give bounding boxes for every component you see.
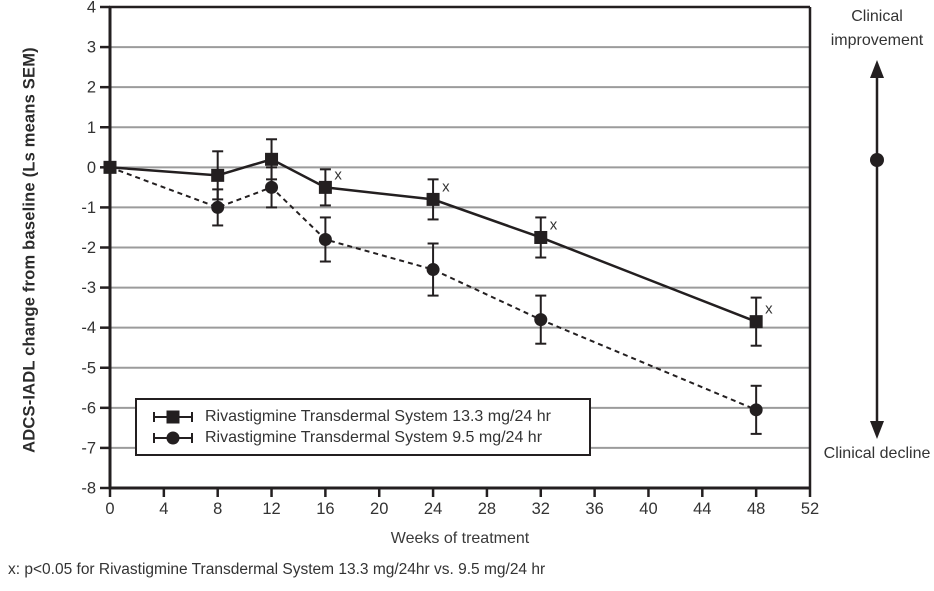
significance-label: x (442, 178, 450, 195)
square-marker (534, 230, 548, 244)
legend-label-13-3mg: Rivastigmine Transdermal System 13.3 mg/… (205, 407, 551, 425)
y-tick-label: -6 (81, 399, 96, 417)
significance-label: x (334, 166, 342, 183)
y-tick-label: -2 (81, 239, 96, 257)
x-tick-label: 28 (478, 500, 496, 518)
circle-marker (534, 313, 548, 327)
circle-marker (265, 180, 279, 194)
square-marker (211, 168, 225, 182)
axis-ticks (100, 5, 812, 497)
x-tick-label: 24 (424, 500, 442, 518)
significance-markers: x x x x (334, 166, 773, 317)
y-tick-label: -5 (81, 359, 96, 377)
x-axis-title: Weeks of treatment (390, 530, 530, 547)
clinical-improvement-label: Clinical improvement (830, 8, 924, 49)
y-tick-label: 0 (87, 159, 96, 177)
x-tick-label: 36 (585, 500, 603, 518)
y-tick-label: -7 (81, 439, 96, 457)
gridlines (110, 46, 810, 449)
legend: Rivastigmine Transdermal System 13.3 mg/… (135, 398, 591, 456)
legend-item-9-5mg: Rivastigmine Transdermal System 9.5 mg/2… (150, 429, 589, 447)
y-tick-label: -3 (81, 279, 96, 297)
y-tick-label: 4 (87, 0, 96, 17)
data-series (103, 138, 763, 435)
circle-marker (211, 200, 225, 214)
y-axis-title: ADCS-IADL change from baseline (Ls means… (20, 47, 39, 453)
y-tick-label: -8 (81, 480, 96, 498)
y-tick-label: -1 (81, 199, 96, 217)
x-tick-label: 12 (262, 500, 280, 518)
x-tick-label: 4 (159, 500, 168, 518)
footnote: x: p<0.05 for Rivastigmine Transdermal S… (8, 561, 546, 578)
clinical-scale-arrow (870, 60, 884, 439)
significance-label: x (550, 216, 558, 233)
square-marker (265, 152, 279, 166)
series-13-3mg (103, 138, 763, 347)
arrow-head-down (870, 421, 884, 439)
significance-label: x (765, 301, 773, 318)
clinical-decline-label: Clinical decline (823, 445, 931, 462)
circle-marker (749, 403, 763, 417)
x-tick-label: 52 (801, 500, 819, 518)
x-tick-label: 20 (370, 500, 388, 518)
arrow-midpoint-dot (870, 153, 884, 167)
legend-label-9-5mg: Rivastigmine Transdermal System 9.5 mg/2… (205, 428, 543, 446)
x-tick-label: 40 (639, 500, 657, 518)
square-marker (749, 315, 763, 329)
y-tick-label: 1 (87, 119, 96, 137)
legend-marker-square-icon (153, 410, 193, 423)
y-tick-label: 3 (87, 39, 96, 57)
arrow-head-up (870, 60, 884, 78)
legend-marker-circle-icon (153, 431, 193, 444)
square-marker (103, 160, 117, 174)
square-marker (318, 180, 332, 194)
x-tick-label: 0 (105, 500, 114, 518)
x-tick-label: 44 (693, 500, 711, 518)
x-tick-label: 16 (316, 500, 334, 518)
x-tick-label: 48 (747, 500, 765, 518)
x-tick-label: 8 (213, 500, 222, 518)
square-marker (426, 192, 440, 206)
y-tick-label: -4 (81, 319, 96, 337)
legend-item-13-3mg: Rivastigmine Transdermal System 13.3 mg/… (150, 408, 589, 426)
series-9-5mg (103, 160, 763, 435)
circle-marker (426, 263, 440, 277)
circle-marker (318, 232, 332, 246)
x-tick-label: 32 (532, 500, 550, 518)
y-tick-label: 2 (87, 79, 96, 97)
